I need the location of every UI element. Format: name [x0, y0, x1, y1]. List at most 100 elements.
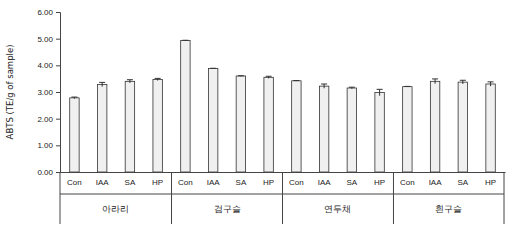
bar: [292, 81, 301, 172]
bar: [430, 81, 439, 172]
x-tick-label: IAA: [207, 178, 221, 187]
group-separator: [504, 172, 505, 224]
error-stem: [379, 89, 380, 95]
error-cap: [99, 82, 105, 83]
error-cap: [404, 86, 410, 87]
y-tick-mark: [56, 119, 60, 120]
error-cap: [210, 68, 216, 69]
x-tick: SA: [236, 172, 247, 187]
group-separator: [171, 172, 172, 224]
x-tick-label: Con: [289, 178, 304, 187]
y-tick: 0.00: [37, 168, 60, 177]
error-stem: [462, 80, 463, 84]
x-tick: IAA: [318, 172, 332, 187]
group-label: 검구슬: [214, 204, 241, 214]
error-bar: [293, 80, 299, 82]
x-tick-label: Con: [178, 178, 193, 187]
error-bar: [210, 68, 216, 70]
chart: 0.001.002.003.004.005.006.00ABTS (TE/g o…: [0, 0, 509, 229]
error-bar: [404, 86, 410, 88]
y-tick-mark: [56, 39, 60, 40]
x-tick: Con: [289, 172, 304, 187]
y-tick-mark: [56, 65, 60, 66]
x-tick: Con: [400, 172, 415, 187]
x-tick-label: IAA: [96, 178, 110, 187]
error-cap: [349, 87, 355, 88]
x-tick-label: Con: [400, 178, 415, 187]
y-axis: 0.001.002.003.004.005.006.00: [37, 8, 60, 177]
x-tick: SA: [457, 172, 468, 187]
y-tick: 5.00: [37, 35, 60, 44]
error-bar: [71, 97, 77, 99]
bar: [403, 87, 412, 172]
error-bar: [349, 87, 355, 89]
x-tick: IAA: [207, 172, 221, 187]
y-tick-label: 3.00: [37, 88, 53, 97]
error-cap: [432, 78, 438, 79]
group-separator: [282, 172, 283, 224]
bar: [347, 88, 356, 172]
x-tick-label: HP: [152, 178, 163, 187]
error-cap: [127, 79, 133, 80]
error-bar: [182, 40, 188, 42]
x-tick-label: SA: [347, 178, 358, 187]
y-axis-line: [56, 13, 61, 173]
x-tick: Con: [67, 172, 82, 187]
y-tick-mark: [56, 12, 60, 13]
error-bar: [432, 79, 438, 84]
x-tick: HP: [485, 172, 496, 187]
error-bar: [321, 84, 327, 88]
bar: [181, 41, 190, 172]
y-tick-label: 4.00: [37, 61, 53, 70]
x-tick: Con: [178, 172, 193, 187]
bar: [70, 98, 79, 172]
y-tick: 2.00: [37, 115, 60, 124]
x-tick: HP: [263, 172, 274, 187]
group-label: 연두채: [324, 204, 351, 214]
error-stem: [435, 79, 436, 84]
group-axis: 아라리검구슬연두채흰구슬: [60, 172, 504, 224]
x-tick: HP: [374, 172, 385, 187]
x-tick-label: SA: [457, 178, 468, 187]
x-tick: IAA: [96, 172, 110, 187]
error-cap: [293, 80, 299, 81]
y-tick-label: 5.00: [37, 35, 53, 44]
bar: [375, 93, 384, 172]
error-bar: [377, 89, 383, 95]
error-bar: [127, 80, 133, 83]
group-separator: [60, 172, 61, 224]
bar: [97, 85, 106, 172]
error-cap: [266, 76, 272, 77]
x-tick-label: Con: [67, 178, 82, 187]
y-tick: 6.00: [37, 8, 60, 17]
bar: [319, 86, 328, 172]
y-tick-mark: [56, 92, 60, 93]
x-tick-label: HP: [485, 178, 496, 187]
error-cap: [155, 78, 161, 79]
y-tick: 3.00: [37, 88, 60, 97]
group-label: 흰구슬: [435, 204, 462, 214]
error-cap: [238, 75, 244, 76]
x-tick-label: SA: [125, 178, 136, 187]
y-tick-label: 6.00: [37, 8, 53, 17]
y-tick: 4.00: [37, 61, 60, 70]
y-axis-title: ABTS (TE/g of sample): [5, 45, 15, 140]
error-bar: [488, 82, 494, 86]
x-tick-label: SA: [236, 178, 247, 187]
bar: [208, 69, 217, 172]
group-divider: [60, 194, 504, 195]
error-bar: [238, 75, 244, 77]
bar: [236, 76, 245, 172]
error-bar: [99, 82, 105, 86]
x-tick: HP: [152, 172, 163, 187]
x-tick-label: IAA: [429, 178, 443, 187]
y-tick-mark: [56, 145, 60, 146]
bar: [153, 79, 162, 172]
error-cap: [71, 97, 77, 98]
error-cap: [460, 80, 466, 81]
y-tick-label: 2.00: [37, 115, 53, 124]
error-cap: [488, 81, 494, 82]
error-stem: [490, 82, 491, 86]
bar: [486, 84, 495, 172]
error-cap: [321, 84, 327, 85]
